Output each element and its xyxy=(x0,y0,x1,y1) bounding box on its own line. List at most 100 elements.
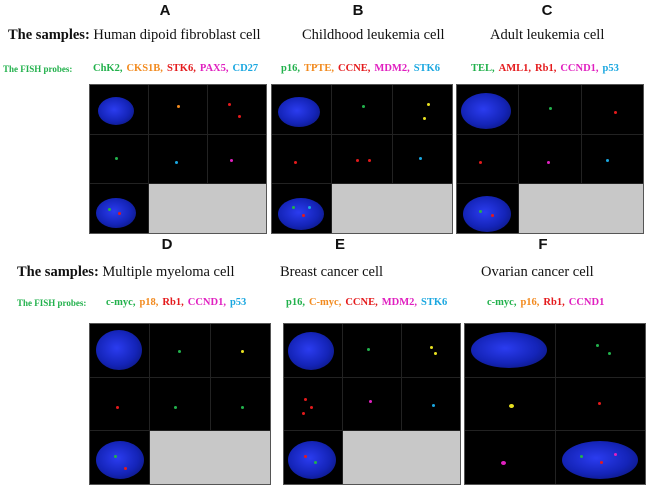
samples-row-top: The samples: Human dipoid fibroblast cel… xyxy=(8,27,261,44)
probe-name: MDM2, xyxy=(381,297,418,308)
fish-cell xyxy=(272,134,332,184)
sample-b: Childhood leukemia cell xyxy=(302,27,445,43)
fish-cell xyxy=(284,324,342,377)
fish-panel-f xyxy=(464,323,646,485)
fish-cell xyxy=(581,134,643,184)
fish-cell xyxy=(581,85,643,134)
panel-letter-e: E xyxy=(334,236,345,253)
probes-b: p16, TPTE, CCNE, MDM2, STK6 xyxy=(281,63,444,74)
panel-letter-a: A xyxy=(159,2,171,19)
probe-name: STK6, xyxy=(166,63,196,74)
probe-name: STK6 xyxy=(413,63,440,74)
panel-letter-c: C xyxy=(541,2,553,19)
probes-d: c-myc, p18, Rb1, CCND1, p53 xyxy=(106,297,250,308)
fish-cell xyxy=(465,324,555,377)
samples-label: The samples: xyxy=(8,27,90,43)
probe-name: c-myc, xyxy=(487,297,517,308)
fish-cell xyxy=(272,184,332,233)
fish-cell xyxy=(284,377,342,431)
fish-cell xyxy=(555,324,645,377)
fish-cell xyxy=(208,85,266,134)
probe-name: c-myc, xyxy=(106,297,136,308)
fish-cell xyxy=(272,85,332,134)
sample-d: Multiple myeloma cell xyxy=(102,264,235,280)
fish-cell xyxy=(150,377,210,431)
fish-panel-d xyxy=(89,323,271,485)
panel-letter-f: F xyxy=(538,236,548,253)
probe-name: Rb1, xyxy=(162,297,184,308)
sample-a: Human dipoid fibroblast cell xyxy=(93,27,261,43)
probe-name: AML1, xyxy=(498,63,532,74)
fish-cell xyxy=(208,134,266,184)
fish-cell xyxy=(284,431,342,484)
fish-cell xyxy=(210,324,270,377)
probe-name: C-myc, xyxy=(308,297,342,308)
probe-name: p53 xyxy=(602,63,619,74)
fish-cell xyxy=(519,85,581,134)
fish-cell xyxy=(150,324,210,377)
fish-cell xyxy=(332,134,392,184)
probe-name: p18, xyxy=(139,297,159,308)
probe-name: ChK2, xyxy=(93,63,123,74)
fish-cell xyxy=(392,134,452,184)
fish-cell xyxy=(90,431,150,484)
probe-name: p16, xyxy=(286,297,305,308)
probe-name: CCND1, xyxy=(187,297,226,308)
probe-name: CCND1 xyxy=(568,297,605,308)
panel-letter-b: B xyxy=(352,2,364,19)
probe-name: Rb1, xyxy=(535,63,557,74)
fish-cell xyxy=(402,377,460,431)
fish-cell xyxy=(332,85,392,134)
probes-e: p16, C-myc, CCNE, MDM2, STK6 xyxy=(286,297,451,308)
fish-panel-b xyxy=(271,84,453,234)
probe-name: p53 xyxy=(229,297,247,308)
fish-cell xyxy=(90,184,148,233)
sample-e: Breast cancer cell xyxy=(280,264,384,280)
probe-name: TEL, xyxy=(471,63,495,74)
probe-name: TPTE, xyxy=(303,63,335,74)
panel-letter-d: D xyxy=(161,236,173,253)
fish-panel-e xyxy=(283,323,461,485)
fish-cell xyxy=(90,377,150,431)
probe-name: Rb1, xyxy=(543,297,565,308)
sample-f: Ovarian cancer cell xyxy=(481,264,594,280)
probes-label-2: The FISH probes: xyxy=(17,298,87,308)
probe-name: p16, xyxy=(520,297,540,308)
fish-panel-c xyxy=(456,84,644,234)
fish-cell xyxy=(457,134,519,184)
probe-name: p16, xyxy=(281,63,300,74)
fish-cell xyxy=(465,431,555,484)
fish-cell xyxy=(555,377,645,431)
probe-name: CCNE, xyxy=(345,297,378,308)
sample-c: Adult leukemia cell xyxy=(490,27,605,43)
fish-cell xyxy=(402,324,460,377)
samples-label-2: The samples: xyxy=(17,264,99,280)
probe-name: PAX5, xyxy=(199,63,229,74)
probes-f: c-myc, p16, Rb1, CCND1 xyxy=(487,297,608,308)
fish-cell xyxy=(457,184,519,233)
probe-name: CD27 xyxy=(232,63,259,74)
samples-row-bottom: The samples: Multiple myeloma cell xyxy=(17,264,235,281)
probes-label: The FISH probes: xyxy=(3,64,73,74)
fish-cell xyxy=(90,324,150,377)
fish-cell xyxy=(343,377,401,431)
probes-a: ChK2, CKS1B, STK6, PAX5, CD27 xyxy=(93,63,262,74)
fish-cell xyxy=(90,85,148,134)
fish-cell xyxy=(343,324,401,377)
probe-name: STK6 xyxy=(421,297,448,308)
fish-panel-a xyxy=(89,84,267,234)
probes-c: TEL, AML1, Rb1, CCND1, p53 xyxy=(471,63,623,74)
probe-name: CKS1B, xyxy=(126,63,163,74)
probe-name: MDM2, xyxy=(374,63,410,74)
fish-cell xyxy=(149,85,207,134)
probe-name: CCNE, xyxy=(338,63,371,74)
fish-cell xyxy=(392,85,452,134)
fish-cell xyxy=(149,134,207,184)
fish-cell xyxy=(210,377,270,431)
fish-cell xyxy=(465,377,555,431)
probe-name: CCND1, xyxy=(560,63,599,74)
fish-cell xyxy=(90,134,148,184)
fish-cell xyxy=(555,431,645,484)
fish-cell xyxy=(457,85,519,134)
fish-cell xyxy=(519,134,581,184)
